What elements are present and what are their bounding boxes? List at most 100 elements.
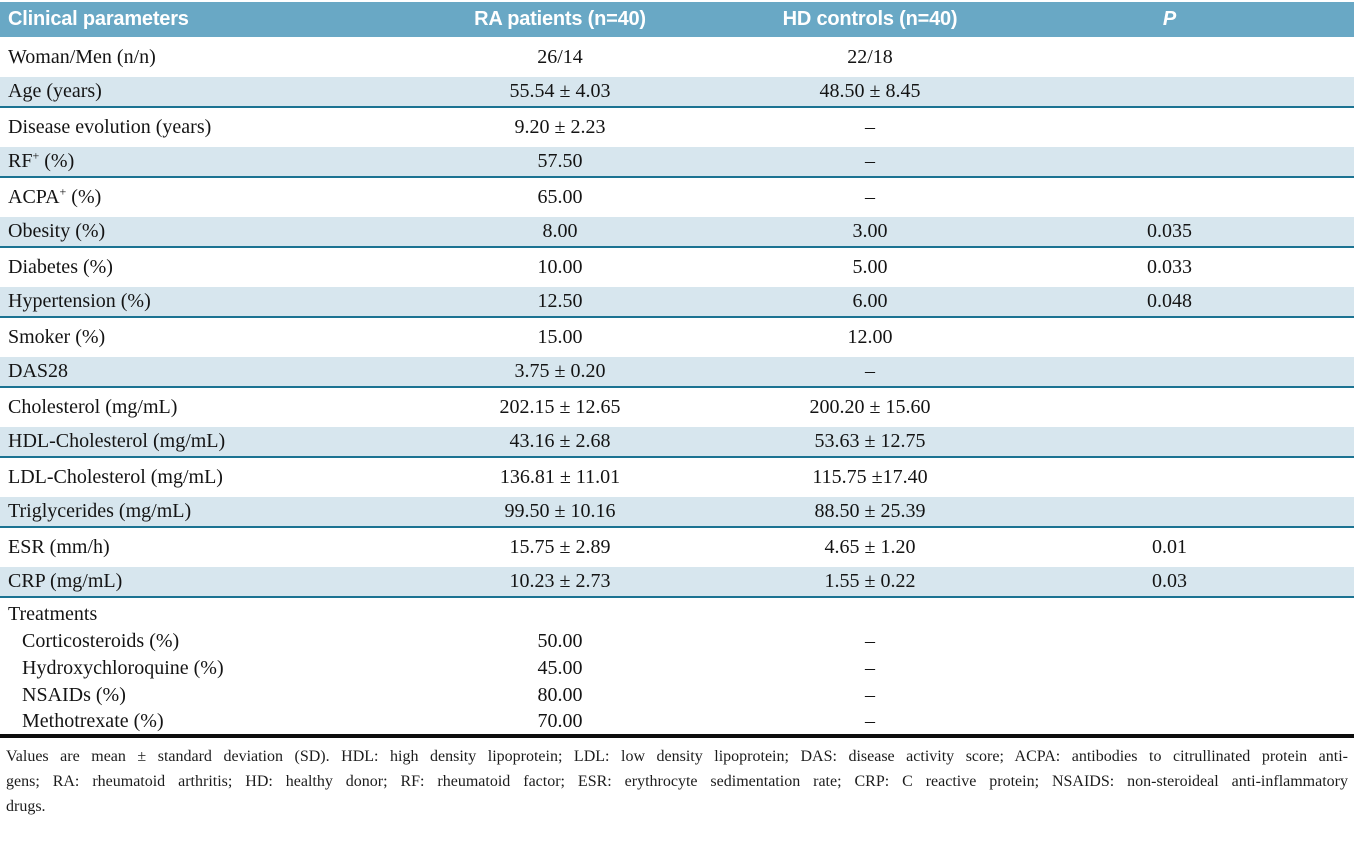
row-label-cell: Woman/Men (n/n) bbox=[8, 45, 156, 68]
ra-value-cell: 26/14 bbox=[537, 45, 583, 68]
table-row: Diabetes (%) 10.00 5.00 0.033 bbox=[0, 247, 1354, 287]
table-row: Cholesterol (mg/mL) 202.15 ± 12.65 200.20 … bbox=[0, 387, 1354, 427]
table-footnote: Values are mean ± standard deviation (SD… bbox=[0, 738, 1354, 819]
column-header-clinical-parameters: Clinical parameters bbox=[0, 2, 415, 37]
ra-value-cell: 15.00 bbox=[537, 326, 583, 348]
p-value-cell bbox=[1035, 427, 1354, 458]
p-value-cell bbox=[1035, 107, 1354, 147]
row-label-cell: LDL-Cholesterol (mg/mL) bbox=[8, 466, 223, 488]
table-row: Smoker (%) 15.00 12.00 bbox=[0, 317, 1354, 357]
p-value-cell bbox=[1035, 177, 1354, 217]
ra-value-cell: 15.75 ± 2.89 bbox=[509, 536, 611, 558]
p-value-cell bbox=[1035, 497, 1354, 528]
hd-value-cell: 115.75 ±17.40 bbox=[812, 466, 928, 488]
ra-value-cell: 10.00 bbox=[537, 256, 583, 278]
row-label-cell: Smoker (%) bbox=[8, 326, 106, 348]
hd-value-cell: 12.00 bbox=[847, 326, 893, 348]
p-value-cell bbox=[1035, 387, 1354, 427]
table-row: Disease evolution (years) 9.20 ± 2.23 – bbox=[0, 107, 1354, 147]
hd-value-cell: – bbox=[865, 630, 875, 652]
ra-value-cell: 70.00 bbox=[537, 710, 583, 732]
hd-value-cell: 5.00 bbox=[852, 256, 888, 278]
p-value-cell bbox=[1035, 317, 1354, 357]
ra-value-cell: 8.00 bbox=[415, 217, 705, 248]
hd-value-cell: 22/18 bbox=[847, 45, 893, 68]
p-value-cell bbox=[1035, 597, 1354, 628]
hd-value-cell: – bbox=[865, 710, 875, 732]
table-row: DAS28 3.75 ± 0.20– bbox=[0, 357, 1354, 388]
row-label-cell: ESR (mm/h) bbox=[8, 536, 110, 558]
table-header: Clinical parameters RA patients (n=40) H… bbox=[0, 2, 1354, 37]
p-value-cell bbox=[1035, 457, 1354, 497]
table-row: Corticosteroids (%) 50.00 – bbox=[0, 628, 1354, 655]
p-value-cell bbox=[1035, 147, 1354, 178]
hd-value-cell: 53.63 ± 12.75 bbox=[705, 427, 1035, 458]
row-label-cell: ACPA+ (%) bbox=[8, 184, 102, 208]
p-value-cell bbox=[1035, 628, 1354, 655]
hd-value-cell: – bbox=[865, 186, 875, 208]
hd-value-cell: 3.00 bbox=[705, 217, 1035, 248]
hd-value-cell: 1.55 ± 0.22 bbox=[705, 567, 1035, 598]
table-row: Age (years) 55.54 ± 4.03 48.50 ± 8.45 bbox=[0, 77, 1354, 108]
ra-value-cell: 80.00 bbox=[537, 684, 583, 706]
row-label-cell: Corticosteroids (%) bbox=[22, 630, 180, 652]
ra-value-cell bbox=[415, 597, 705, 628]
footnote-line: drugs. bbox=[6, 798, 46, 815]
clinical-parameters-table: Clinical parameters RA patients (n=40) H… bbox=[0, 2, 1354, 819]
table-row: Treatments bbox=[0, 597, 1354, 628]
superscript-plus: + bbox=[59, 184, 67, 199]
ra-value-cell: 65.00 bbox=[537, 186, 583, 208]
row-label-cell: Age (years) bbox=[0, 77, 415, 108]
p-value-cell bbox=[1035, 655, 1354, 682]
table-row: Methotrexate (%) 70.00 – bbox=[0, 709, 1354, 736]
hd-value-cell: – bbox=[705, 147, 1035, 178]
column-header-ra-patients: RA patients (n=40) bbox=[415, 2, 705, 37]
table-row: Obesity (%) 8.00 3.00 0.035 bbox=[0, 217, 1354, 248]
row-label-cell: DAS28 bbox=[0, 357, 415, 388]
row-label-cell: HDL-Cholesterol (mg/mL) bbox=[0, 427, 415, 458]
row-label-cell: Diabetes (%) bbox=[8, 256, 113, 278]
hd-value-cell bbox=[705, 597, 1035, 628]
ra-value-cell: 55.54 ± 4.03 bbox=[415, 77, 705, 108]
column-header-p-value: P bbox=[1035, 2, 1354, 37]
p-value-cell: 0.03 bbox=[1035, 567, 1354, 598]
hd-value-cell: – bbox=[705, 357, 1035, 388]
table-row: HDL-Cholesterol (mg/mL) 43.16 ± 2.68 53.63… bbox=[0, 427, 1354, 458]
row-label-cell: RF+ (%) bbox=[0, 147, 415, 178]
row-label-cell: Methotrexate (%) bbox=[22, 710, 164, 732]
row-label-cell: Treatments bbox=[8, 603, 98, 625]
table-row: RF+ (%) 57.50– bbox=[0, 147, 1354, 178]
row-label-cell: Cholesterol (mg/mL) bbox=[8, 396, 178, 418]
hd-value-cell: – bbox=[865, 657, 875, 679]
footnote-line: Values are mean ± standard deviation (SD… bbox=[6, 748, 1348, 765]
table-row: ESR (mm/h) 15.75 ± 2.89 4.65 ± 1.20 0.01 bbox=[0, 527, 1354, 567]
hd-value-cell: – bbox=[865, 116, 875, 138]
hd-value-cell: 200.20 ± 15.60 bbox=[809, 396, 931, 418]
row-label-cell: Disease evolution (years) bbox=[8, 116, 212, 138]
table-row: Woman/Men (n/n) 26/14 22/18 bbox=[0, 37, 1354, 77]
row-label-cell: CRP (mg/mL) bbox=[0, 567, 415, 598]
ra-value-cell: 3.75 ± 0.20 bbox=[415, 357, 705, 388]
data-table: Clinical parameters RA patients (n=40) H… bbox=[0, 2, 1354, 738]
ra-value-cell: 43.16 ± 2.68 bbox=[415, 427, 705, 458]
p-value-cell bbox=[1035, 37, 1354, 77]
hd-value-cell: 6.00 bbox=[705, 287, 1035, 318]
hd-value-cell: – bbox=[865, 684, 875, 706]
table-row: Triglycerides (mg/mL) 99.50 ± 10.16 88.50 … bbox=[0, 497, 1354, 528]
table-row: Hydroxychloroquine (%) 45.00 – bbox=[0, 655, 1354, 682]
p-value-cell bbox=[1035, 709, 1354, 736]
ra-value-cell: 57.50 bbox=[415, 147, 705, 178]
table-row: Hypertension (%) 12.50 6.00 0.048 bbox=[0, 287, 1354, 318]
table-row: NSAIDs (%) 80.00 – bbox=[0, 682, 1354, 709]
ra-value-cell: 50.00 bbox=[537, 630, 583, 652]
row-label-cell: Triglycerides (mg/mL) bbox=[0, 497, 415, 528]
ra-value-cell: 99.50 ± 10.16 bbox=[415, 497, 705, 528]
hd-value-cell: 4.65 ± 1.20 bbox=[824, 536, 916, 558]
ra-value-cell: 202.15 ± 12.65 bbox=[499, 396, 621, 418]
p-value-cell bbox=[1035, 357, 1354, 388]
ra-value-cell: 9.20 ± 2.23 bbox=[514, 116, 606, 138]
header-row: Clinical parameters RA patients (n=40) H… bbox=[0, 2, 1354, 37]
ra-value-cell: 45.00 bbox=[537, 657, 583, 679]
table-body: Woman/Men (n/n) 26/14 22/18 Age (years) 55.5… bbox=[0, 37, 1354, 736]
row-label-cell: Hypertension (%) bbox=[0, 287, 415, 318]
